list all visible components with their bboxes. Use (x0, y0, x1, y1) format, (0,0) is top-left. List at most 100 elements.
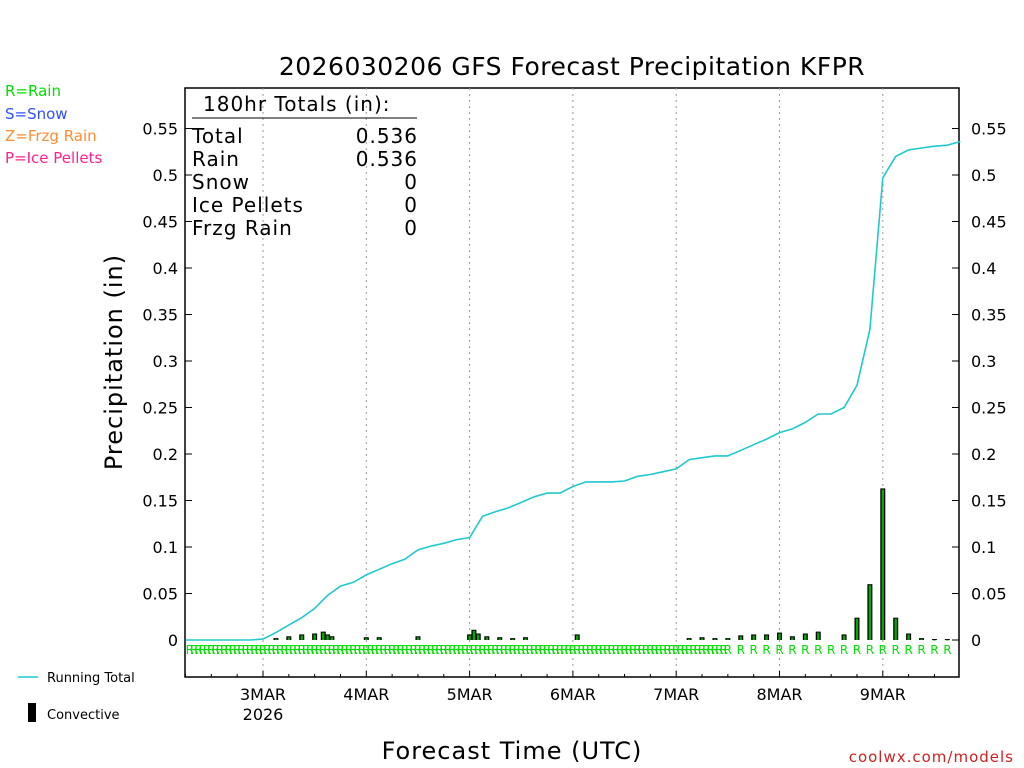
x-tick-label: 5MAR (447, 685, 493, 704)
convective-bar-fill (739, 636, 742, 640)
precip-type-marker: R (453, 643, 461, 657)
precip-type-marker: R (659, 643, 667, 657)
precip-type-markers: RRRRRRRRRRRRRRRRRRRRRRRRRRRRRRRRRRRRRRRR… (186, 643, 952, 657)
totals-label-rain: Rain (192, 147, 240, 171)
precip-type-marker: R (534, 643, 542, 657)
x-tick-label: 8MAR (756, 685, 802, 704)
convective-bar-fill (778, 633, 781, 640)
y-tick-label-left: 0.45 (142, 213, 178, 232)
legend-rain: R=Rain (5, 82, 61, 100)
totals-label-total: Total (191, 124, 244, 148)
precip-type-marker: R (414, 643, 422, 657)
precip-type-marker: R (250, 643, 258, 657)
totals-value-snow: 0 (404, 170, 418, 194)
convective-bar-fill (894, 618, 897, 640)
precip-type-marker: R (470, 643, 478, 657)
precip-type-marker: R (500, 643, 508, 657)
precip-type-marker: R (293, 643, 301, 657)
y-tick-label-right: 0.45 (971, 213, 1007, 232)
totals-label-ice-pellets: Ice Pellets (192, 193, 304, 217)
precip-type-marker: R (224, 643, 232, 657)
precip-type-marker: R (853, 643, 861, 657)
running-total-legend-label: Running Total (47, 671, 135, 686)
precip-type-marker: R (530, 643, 538, 657)
convective-bar-fill (752, 635, 755, 640)
precip-type-marker: R (310, 643, 318, 657)
precip-type-marker: R (388, 643, 396, 657)
y-tick-label-right: 0 (971, 631, 981, 650)
convective-bar-fill (868, 585, 872, 640)
precip-type-marker: R (263, 643, 271, 657)
convective-bar-fill (472, 630, 476, 640)
precip-type-marker: R (341, 643, 349, 657)
precip-type-marker: R (711, 643, 719, 657)
precip-type-marker: R (229, 643, 237, 657)
precip-type-marker: R (323, 643, 331, 657)
precip-type-marker: R (513, 643, 521, 657)
precip-type-marker: R (737, 643, 745, 657)
precip-type-marker: R (358, 643, 366, 657)
precip-type-marker: R (539, 643, 547, 657)
precip-type-marker: R (582, 643, 590, 657)
precip-type-marker: R (633, 643, 641, 657)
precip-type-marker: R (564, 643, 572, 657)
totals-value-total: 0.536 (356, 124, 418, 148)
precip-type-marker: R (289, 643, 297, 657)
x-tick-label: 7MAR (653, 685, 699, 704)
y-tick-label-left: 0 (168, 631, 178, 650)
convective-bar-fill (378, 638, 381, 640)
convective-bar-fill (933, 640, 936, 641)
precip-type-marker: R (211, 643, 219, 657)
precip-type-marker: R (616, 643, 624, 657)
precip-type-marker: R (384, 643, 392, 657)
convective-bar-fill (700, 638, 704, 640)
precip-type-marker: R (577, 643, 585, 657)
precip-type-marker: R (315, 643, 323, 657)
precip-type-marker: R (427, 643, 435, 657)
precip-type-marker: R (280, 643, 288, 657)
chart-title: 2026030206 GFS Forecast Precipitation KF… (279, 52, 865, 81)
precip-type-marker: R (595, 643, 603, 657)
convective-bar-fill (524, 638, 527, 640)
precip-type-marker: R (194, 643, 202, 657)
precip-type-marker: R (397, 643, 405, 657)
precip-type-marker: R (676, 643, 684, 657)
precip-type-marker: R (362, 643, 370, 657)
y-tick-label-right: 0.2 (971, 445, 996, 464)
series-legend: Running Total Convective (18, 671, 135, 723)
y-tick-label-left: 0.5 (153, 166, 178, 185)
totals-label-frzg-rain: Frzg Rain (192, 216, 293, 240)
precip-type-marker: R (543, 643, 551, 657)
precip-type-marker: R (698, 643, 706, 657)
precip-type-marker: R (354, 643, 362, 657)
convective-bar-fill (326, 635, 329, 640)
convective-bar-fill (907, 634, 910, 640)
precip-type-marker: R (689, 643, 697, 657)
precip-type-marker: R (233, 643, 241, 657)
precip-type-marker: R (461, 643, 469, 657)
precip-type-marker: R (237, 643, 245, 657)
precip-type-marker: R (827, 643, 835, 657)
convective-bar-fill (274, 639, 278, 640)
precip-type-marker: R (788, 643, 796, 657)
precip-type-marker: R (379, 643, 387, 657)
totals-value-frzg-rain: 0 (404, 216, 418, 240)
precip-type-marker: R (220, 643, 228, 657)
precip-type-marker: R (440, 643, 448, 657)
precip-type-marker: R (526, 643, 534, 657)
precip-type-marker: R (366, 643, 374, 657)
y-tick-label-left: 0.3 (153, 352, 178, 371)
precip-type-marker: R (552, 643, 560, 657)
x-tick-label: 9MAR (860, 685, 906, 704)
precip-type-marker: R (590, 643, 598, 657)
precip-type-marker: R (371, 643, 379, 657)
precip-type-marker: R (242, 643, 250, 657)
precip-type-marker: R (435, 643, 443, 657)
precip-type-marker: R (199, 643, 207, 657)
precip-type-marker: R (276, 643, 284, 657)
convective-bar-fill (477, 634, 480, 640)
precip-type-marker: R (508, 643, 516, 657)
precip-type-marker: R (642, 643, 650, 657)
precip-type-marker: R (332, 643, 340, 657)
convective-bar-fill (726, 639, 730, 640)
